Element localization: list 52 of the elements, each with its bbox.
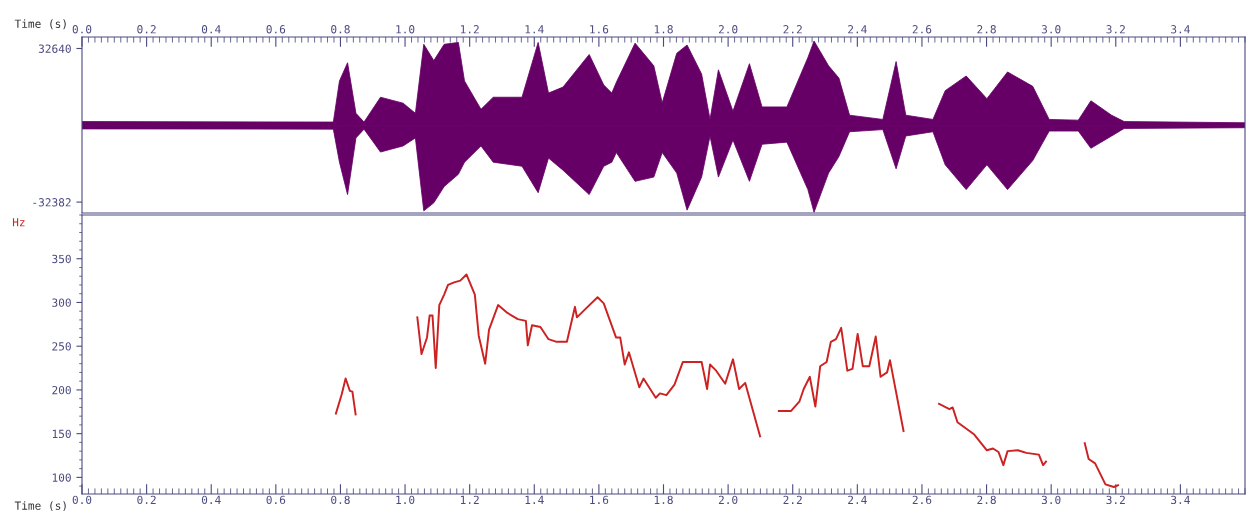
x-tick-label: 2.2 [783,495,802,504]
x-tick-label: 3.4 [1171,25,1190,34]
y-tick-label: 100 [52,473,71,482]
x-tick-label: 1.8 [654,495,673,505]
x-axis-title: Time (s) [14,501,66,512]
x-tick-label: 1.0 [396,495,415,505]
x-tick-label: 0.6 [266,495,286,505]
x-tick-label: 3.2 [1106,495,1125,505]
x-tick-label: 2.0 [718,495,738,505]
line-series [938,402,1047,467]
x-tick-label: 2.6 [912,25,932,34]
x-tick-label: 3.0 [1041,495,1061,505]
x-tick-label: 0.4 [201,25,221,34]
x-tick-label: 1.8 [654,25,673,34]
x-tick-label: 1.4 [525,25,544,34]
x-tick-label: 2.8 [977,25,996,34]
x-tick-label: 2.2 [783,25,802,34]
x-tick-label: 2.0 [718,25,738,34]
x-tick-label: 1.2 [460,25,479,34]
line-series [416,273,762,438]
x-tick-label: 0.8 [331,495,350,505]
y-tick-label: 300 [52,298,71,307]
x-tick-label: 1.2 [460,495,479,504]
x-tick-label: 0.6 [266,25,286,34]
x-axis-title: Time (s) [14,19,66,30]
x-tick-label: 3.2 [1106,25,1125,34]
x-tick-label: 2.4 [848,495,867,504]
x-tick-label: 2.8 [977,495,996,505]
x-tick-label: 3.0 [1041,25,1061,34]
y-tick-label: 200 [52,385,71,395]
y-axis-title: Hz [12,218,25,227]
x-tick-label: 0.0 [72,25,92,34]
y-tick-label: -32382 [33,198,71,207]
x-tick-label: 0.2 [137,495,156,505]
x-tick-label: 0.2 [137,25,156,34]
x-tick-label: 2.6 [912,495,932,505]
x-tick-label: 0.0 [72,495,92,505]
line-series [1083,442,1120,488]
x-tick-label: 0.8 [331,25,350,34]
x-tick-label: 2.4 [848,25,867,34]
y-tick-label: 350 [52,254,71,264]
line-series [777,326,905,432]
x-tick-label: 3.4 [1171,495,1190,505]
x-tick-label: 1.6 [590,25,609,34]
x-tick-label: 1.0 [396,25,415,34]
x-tick-label: 1.6 [590,495,609,505]
y-tick-label: 250 [52,342,71,351]
y-tick-label: 32640 [38,44,71,53]
x-tick-label: 1.4 [525,495,544,504]
x-tick-label: 0.4 [201,495,221,505]
line-series [334,377,357,416]
y-tick-label: 150 [52,429,71,439]
